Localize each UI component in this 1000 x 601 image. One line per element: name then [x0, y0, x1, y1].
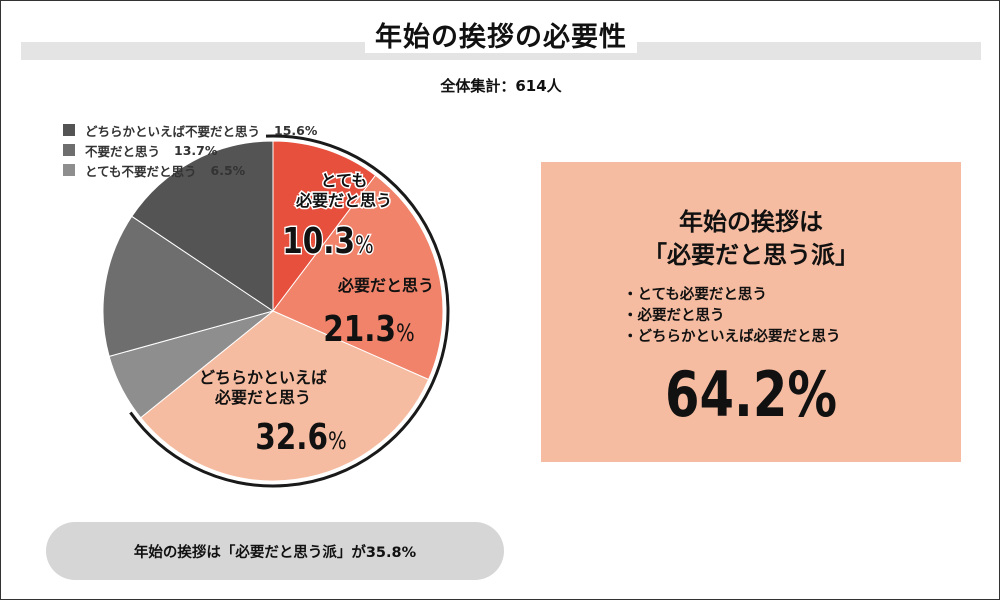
- slice-label: 必要だと思う: [295, 191, 392, 210]
- necessary-group-outline: [129, 134, 450, 488]
- slice-label: とても: [321, 171, 368, 190]
- legend-item: どちらかといえば不要だと思う 15.6%: [63, 120, 317, 140]
- slice-label: 必要だと思う: [337, 276, 434, 295]
- legend-label: どちらかといえば不要だと思う: [85, 123, 261, 139]
- chart-title-text: 年始の挨拶の必要性: [365, 22, 637, 53]
- slice-label-group: 必要だと思う 21.3%: [323, 276, 434, 350]
- pie-slice: [272, 174, 444, 381]
- legend-label: 不要だと思う: [85, 143, 161, 159]
- callout-list: とても必要だと思う 必要だと思う どちらかといえば必要だと思う: [623, 283, 841, 346]
- callout-heading-line1: 年始の挨拶は: [679, 208, 823, 236]
- legend: どちらかといえば不要だと思う 15.6% 不要だと思う 13.7% とても不要だと思う 6…: [63, 120, 317, 180]
- chart-title: 年始の挨拶の必要性: [1, 15, 1000, 54]
- chart-subtitle: 全体集計：614人: [440, 77, 562, 95]
- legend-item: 不要だと思う 13.7%: [63, 140, 317, 160]
- legend-swatch: [63, 164, 75, 176]
- slice-label: 必要だと思う: [214, 388, 311, 407]
- summary-callout: 年始の挨拶は 「必要だと思う派」 とても必要だと思う 必要だと思う どちらかとい…: [541, 162, 961, 462]
- summary-pill: 年始の挨拶は「必要だと思う派」が35.8%: [46, 522, 504, 580]
- callout-list-item: とても必要だと思う: [623, 283, 841, 304]
- callout-list-item: どちらかといえば必要だと思う: [623, 325, 841, 346]
- legend-label: とても不要だと思う: [85, 163, 197, 179]
- pie-slice: [139, 310, 430, 482]
- callout-list-item: 必要だと思う: [623, 304, 841, 325]
- callout-total: 64.2%: [664, 358, 838, 431]
- slice-value-label: 32.6%: [255, 415, 347, 458]
- slice-label-group: とても必要だと思う 10.3%: [281, 170, 394, 264]
- pie-slice: [131, 140, 274, 312]
- legend-value: 15.6%: [274, 122, 318, 138]
- legend-value: 13.7%: [174, 142, 218, 158]
- legend-swatch: [63, 144, 75, 156]
- callout-heading-line2: 「必要だと思う派」: [643, 241, 859, 269]
- pie-slice: [102, 215, 275, 357]
- pie-slice: [272, 140, 377, 313]
- slice-value-label: 10.3%: [282, 219, 374, 262]
- slice-label-group: どちらかといえば必要だと思う 32.6%: [199, 368, 347, 458]
- slice-label: どちらかといえば: [199, 368, 327, 387]
- slice-value-label: 21.3%: [323, 307, 415, 350]
- legend-swatch: [63, 124, 75, 136]
- legend-item: とても不要だと思う 6.5%: [63, 160, 317, 180]
- legend-value: 6.5%: [210, 162, 246, 178]
